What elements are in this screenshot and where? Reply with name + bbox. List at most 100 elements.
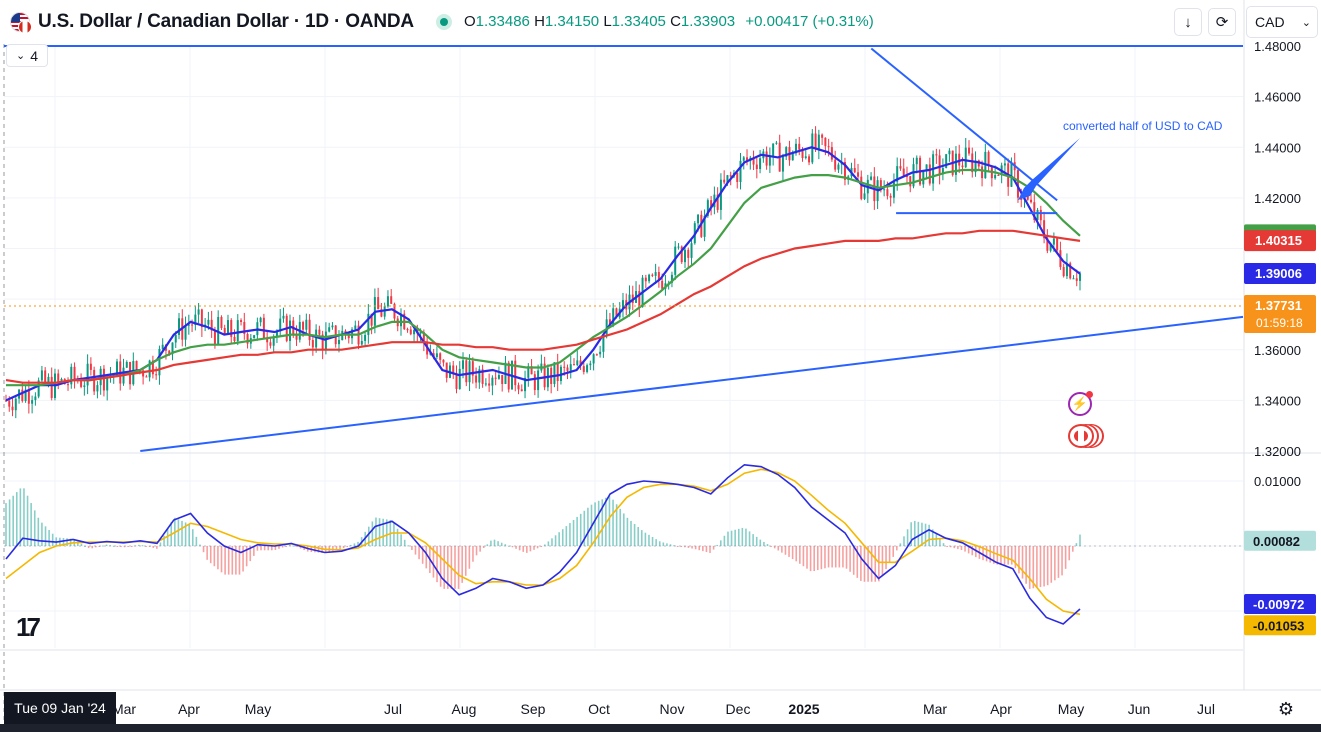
macd-value-tag [1244, 615, 1316, 636]
candle-body [974, 160, 977, 173]
macd-histogram-bar [425, 546, 428, 569]
symbol-title[interactable]: U.S. Dollar / Canadian Dollar · 1D · OAN… [38, 11, 414, 32]
candle-body [573, 364, 576, 366]
candle-body [530, 366, 533, 375]
candle-body [462, 360, 465, 369]
macd-histogram-bar [633, 523, 636, 546]
candle-body [168, 350, 171, 355]
candle-body [11, 406, 14, 411]
candle-body [1052, 238, 1055, 245]
candle-body [781, 156, 784, 172]
macd-histogram-bar [651, 536, 654, 546]
candle-body [824, 137, 827, 147]
macd-histogram-bar [612, 499, 614, 546]
macd-histogram-bar [281, 546, 284, 548]
macd-histogram-bar [766, 544, 769, 546]
macd-histogram-bar [551, 538, 553, 546]
candle-body [1079, 273, 1081, 281]
macd-histogram-bar [917, 521, 920, 546]
macd-histogram-bar [583, 510, 586, 546]
macd-histogram-bar [199, 544, 201, 546]
candle-body [922, 170, 925, 185]
candle-body [863, 193, 866, 199]
macd-histogram-bar [630, 520, 632, 546]
macd-histogram-bar [367, 526, 370, 546]
x-tick-label: Mar [112, 701, 136, 717]
candle-body [494, 377, 497, 379]
download-button[interactable]: ↓ [1174, 8, 1202, 36]
candle-body [827, 146, 830, 148]
candle-body [644, 277, 647, 282]
candle-body [785, 147, 788, 157]
candle-body [954, 153, 957, 175]
candle-body [380, 309, 383, 317]
candle-body [726, 175, 729, 183]
macd-histogram-bar [123, 546, 126, 548]
macd-histogram-bar [188, 523, 190, 546]
candle-body [413, 330, 416, 335]
candle-body [1016, 170, 1019, 198]
macd-histogram-bar [245, 546, 248, 567]
macd-histogram-bar [791, 546, 794, 560]
macd-histogram-bar [687, 546, 690, 548]
candle-body [324, 331, 327, 350]
macd-histogram-bar [737, 528, 740, 546]
macd-histogram-bar [637, 527, 639, 546]
macd-histogram-bar [662, 542, 665, 546]
macd-histogram-bar [1014, 546, 1017, 569]
macd-histogram-bar [745, 528, 747, 546]
macd-histogram-bar [824, 546, 826, 569]
candle-body [605, 319, 608, 335]
macd-histogram-bar [400, 534, 402, 546]
macd-histogram-bar [238, 546, 241, 575]
lightning-icon[interactable]: ⚡ [1068, 391, 1093, 416]
ma-mid-line [6, 168, 1081, 387]
candle-body [31, 400, 34, 404]
x-tick-label: May [1058, 701, 1084, 717]
candle-body [240, 320, 243, 322]
candle-body [266, 338, 269, 343]
macd-histogram-bar [834, 546, 837, 568]
macd-histogram-bar [623, 513, 625, 546]
macd-histogram-bar [314, 546, 316, 553]
candle-body [178, 318, 181, 335]
candle-body [971, 153, 974, 173]
candle-body [478, 369, 481, 383]
candle-body [746, 157, 749, 162]
high-label: H [534, 13, 545, 30]
macd-histogram-bar [184, 522, 187, 546]
currency-select[interactable]: CAD ⌄ [1246, 6, 1318, 38]
candle-body [302, 322, 305, 330]
settings-button[interactable]: ⚙ [1274, 697, 1298, 721]
macd-histogram-bar [845, 546, 848, 569]
macd-histogram-bar [263, 546, 266, 551]
candle-body [161, 344, 164, 350]
candle-body [246, 334, 249, 344]
trendline [140, 315, 1244, 452]
macd-histogram-bar [490, 540, 492, 546]
replay-button[interactable]: ⟳ [1208, 8, 1236, 36]
candle-body [14, 398, 17, 411]
macd-histogram-bar [579, 513, 582, 546]
candle-body [948, 150, 951, 155]
market-open-status-icon[interactable] [436, 14, 452, 30]
indicators-toggle-button[interactable]: ⌄ 4 [6, 44, 48, 67]
macd-histogram-bar [809, 546, 812, 572]
candle-body [968, 147, 971, 154]
macd-histogram-bar [935, 533, 938, 546]
x-tick-label: Jun [1128, 701, 1151, 717]
candle-body [488, 383, 491, 386]
candle-body [262, 317, 265, 339]
macd-value-label: 0.00082 [1253, 534, 1300, 549]
macd-histogram-bar [576, 516, 578, 546]
macd-histogram-bar [493, 539, 496, 546]
macd-histogram-bar [870, 546, 873, 582]
candle-body [40, 370, 43, 381]
candle-body [86, 363, 89, 386]
canada-flag-icon[interactable] [1068, 424, 1094, 448]
candle-body [197, 309, 200, 315]
macd-histogram-bar [414, 546, 417, 555]
chevron-down-icon: ⌄ [1301, 16, 1311, 29]
macd-histogram-bar [946, 546, 948, 547]
